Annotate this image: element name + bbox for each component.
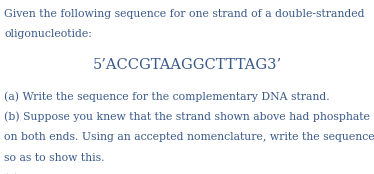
Text: oligonucleotide:: oligonucleotide: (4, 29, 92, 39)
Text: so as to show this.: so as to show this. (4, 153, 105, 163)
Text: (b) Suppose you knew that the strand shown above had phosphate: (b) Suppose you knew that the strand sho… (4, 112, 370, 122)
Text: (a) Write the sequence for the complementary DNA strand.: (a) Write the sequence for the complemen… (4, 91, 330, 102)
Text: 5’ACCGTAAGGCTTTAG3’: 5’ACCGTAAGGCTTTAG3’ (92, 58, 282, 72)
Text: Given the following sequence for one strand of a double-stranded: Given the following sequence for one str… (4, 9, 365, 19)
Text: (c) Write the sequence of the RNA complementary to the strand: (c) Write the sequence of the RNA comple… (4, 173, 356, 174)
Text: on both ends. Using an accepted nomenclature, write the sequence: on both ends. Using an accepted nomencla… (4, 132, 374, 142)
